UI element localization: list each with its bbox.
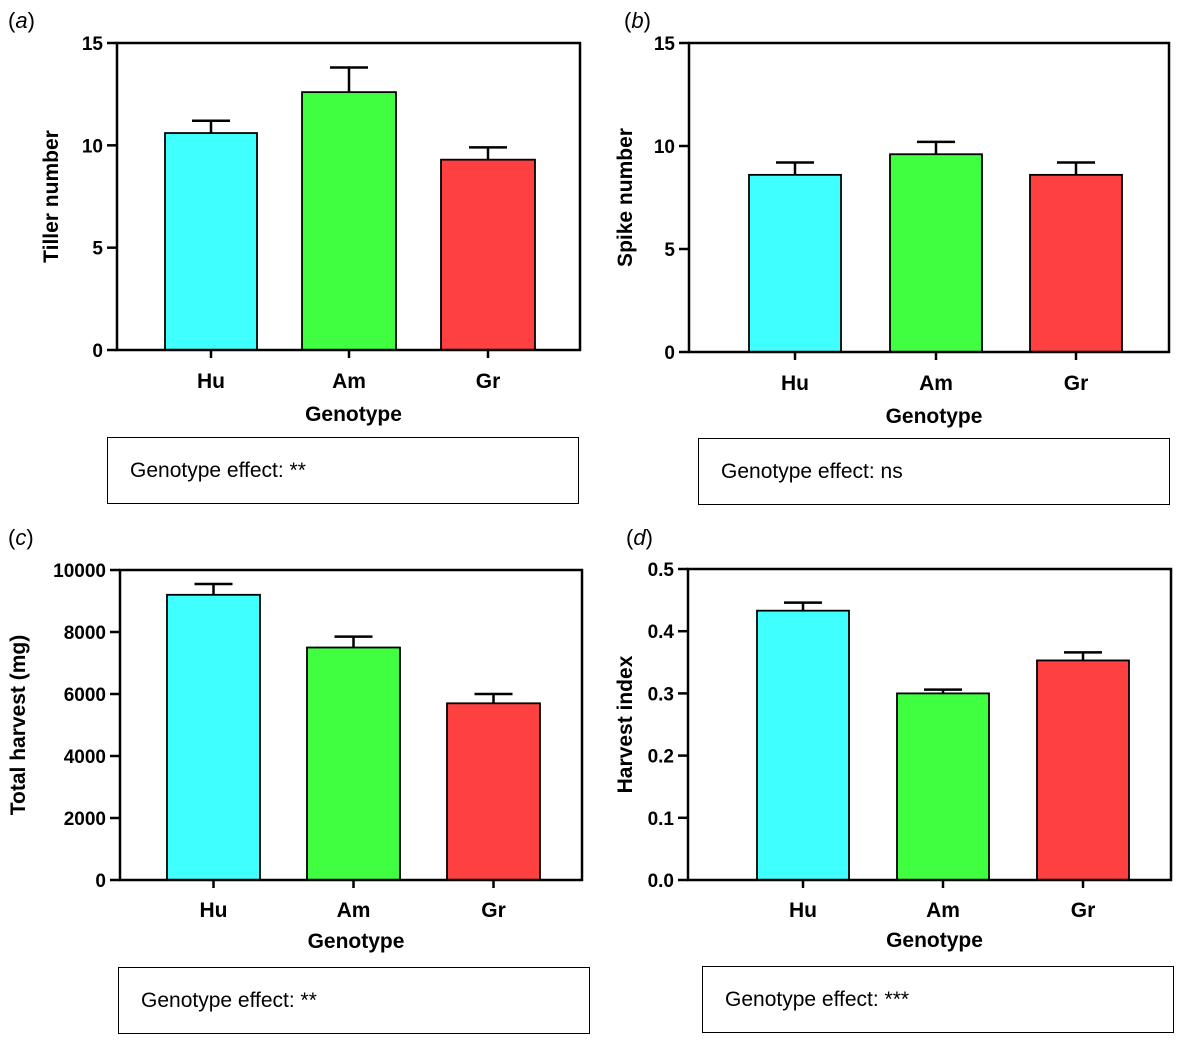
y-tick-label: 2000 — [64, 809, 106, 830]
y-axis-label: Total harvest (mg) — [7, 635, 30, 815]
effect-text: Genotype effect: ** — [130, 458, 306, 482]
y-tick-label: 15 — [654, 34, 676, 55]
bar-am — [306, 646, 401, 881]
y-tick-label: 0.3 — [648, 684, 674, 705]
x-axis-label: Genotype — [886, 405, 983, 428]
bar-gr — [1029, 173, 1123, 353]
bar-chart-tiller-number: (a) Hu Am Gr 0 5 10 15 Genotype Tiller number — [8, 8, 582, 426]
effect-box: Genotype effect: ** — [118, 967, 590, 1034]
bar-hu — [748, 173, 842, 353]
x-tick-label: Gr — [1064, 372, 1089, 395]
x-tick-label: Hu — [789, 899, 817, 922]
effect-text: Genotype effect: ** — [141, 988, 317, 1012]
panel-label: (d) — [626, 525, 653, 550]
x-tick-label: Am — [926, 899, 960, 922]
bar-am — [301, 91, 397, 351]
bar-gr — [1036, 659, 1130, 881]
bar-hu — [756, 609, 850, 881]
y-tick-label: 0.2 — [648, 747, 674, 768]
panel-label: (b) — [624, 8, 651, 33]
plot-frame — [115, 41, 582, 352]
plot-frame — [686, 567, 1173, 882]
y-axis-label: Spike number — [614, 128, 637, 267]
x-tick-label: Gr — [1071, 899, 1096, 922]
y-tick-label: 4000 — [64, 747, 106, 768]
bar-chart-harvest-index: (d) Hu Am Gr 0.0 0.1 0.2 0.3 0.4 0.5 Genotype Harve… — [614, 525, 1173, 952]
effect-text: Genotype effect: *** — [725, 987, 910, 1011]
y-axis-label: Harvest index — [614, 655, 637, 793]
y-tick-label: 10 — [82, 136, 103, 157]
panel-label: (a) — [8, 8, 35, 33]
y-tick-label: 0 — [664, 343, 675, 364]
effect-box: Genotype effect: ns — [698, 438, 1170, 505]
x-tick-label: Gr — [476, 370, 501, 393]
y-tick-label: 10000 — [53, 561, 106, 582]
y-tick-label: 0.5 — [648, 560, 675, 581]
plot-frame — [118, 568, 584, 882]
x-axis-label: Genotype — [305, 403, 402, 426]
y-axis-label: Tiller number — [40, 130, 63, 263]
chart-panel-c: (c) Hu Am Gr 0 2000 4000 6000 8000 10000 Genotype T… — [0, 520, 590, 1040]
y-tick-label: 6000 — [64, 685, 106, 706]
effect-box: Genotype effect: *** — [702, 966, 1174, 1033]
x-axis-label: Genotype — [308, 930, 405, 953]
x-tick-label: Am — [919, 372, 953, 395]
x-tick-label: Hu — [200, 899, 228, 922]
y-tick-label: 0 — [95, 871, 106, 892]
y-tick-label: 8000 — [64, 623, 106, 644]
bar-chart-spike-number: (b) Hu Am Gr 0 5 10 15 Genotype Spike number — [614, 8, 1171, 428]
effect-box: Genotype effect: ** — [107, 437, 579, 504]
bar-chart-total-harvest: (c) Hu Am Gr 0 2000 4000 6000 8000 10000 Genotype T… — [7, 525, 584, 953]
y-tick-label: 15 — [82, 34, 104, 55]
bar-hu — [166, 593, 261, 881]
x-tick-label: Am — [332, 370, 366, 393]
chart-panel-b: (b) Hu Am Gr 0 5 10 15 Genotype Spike number Geno… — [590, 0, 1180, 520]
y-tick-label: 0.1 — [648, 809, 675, 830]
bar-am — [896, 692, 990, 881]
bar-am — [889, 153, 983, 353]
chart-panel-a: (a) Hu Am Gr 0 5 10 15 Genotype Tiller number Gen… — [0, 0, 590, 520]
plot-frame — [687, 41, 1171, 354]
bar-gr — [440, 158, 536, 351]
effect-text: Genotype effect: ns — [721, 459, 903, 483]
y-tick-label: 0.0 — [648, 871, 674, 892]
y-tick-label: 5 — [92, 239, 103, 260]
bar-hu — [164, 132, 258, 351]
panel-label: (c) — [8, 525, 34, 550]
x-tick-label: Hu — [781, 372, 809, 395]
x-tick-label: Am — [337, 899, 371, 922]
y-tick-label: 10 — [654, 137, 675, 158]
x-axis-label: Genotype — [886, 929, 983, 952]
x-tick-label: Gr — [481, 899, 506, 922]
y-tick-label: 0 — [92, 341, 103, 362]
y-tick-label: 5 — [664, 240, 675, 261]
chart-panel-d: (d) Hu Am Gr 0.0 0.1 0.2 0.3 0.4 0.5 Genotype Harve… — [590, 520, 1180, 1040]
x-tick-label: Hu — [197, 370, 225, 393]
y-tick-label: 0.4 — [648, 622, 675, 643]
bar-gr — [446, 702, 541, 881]
